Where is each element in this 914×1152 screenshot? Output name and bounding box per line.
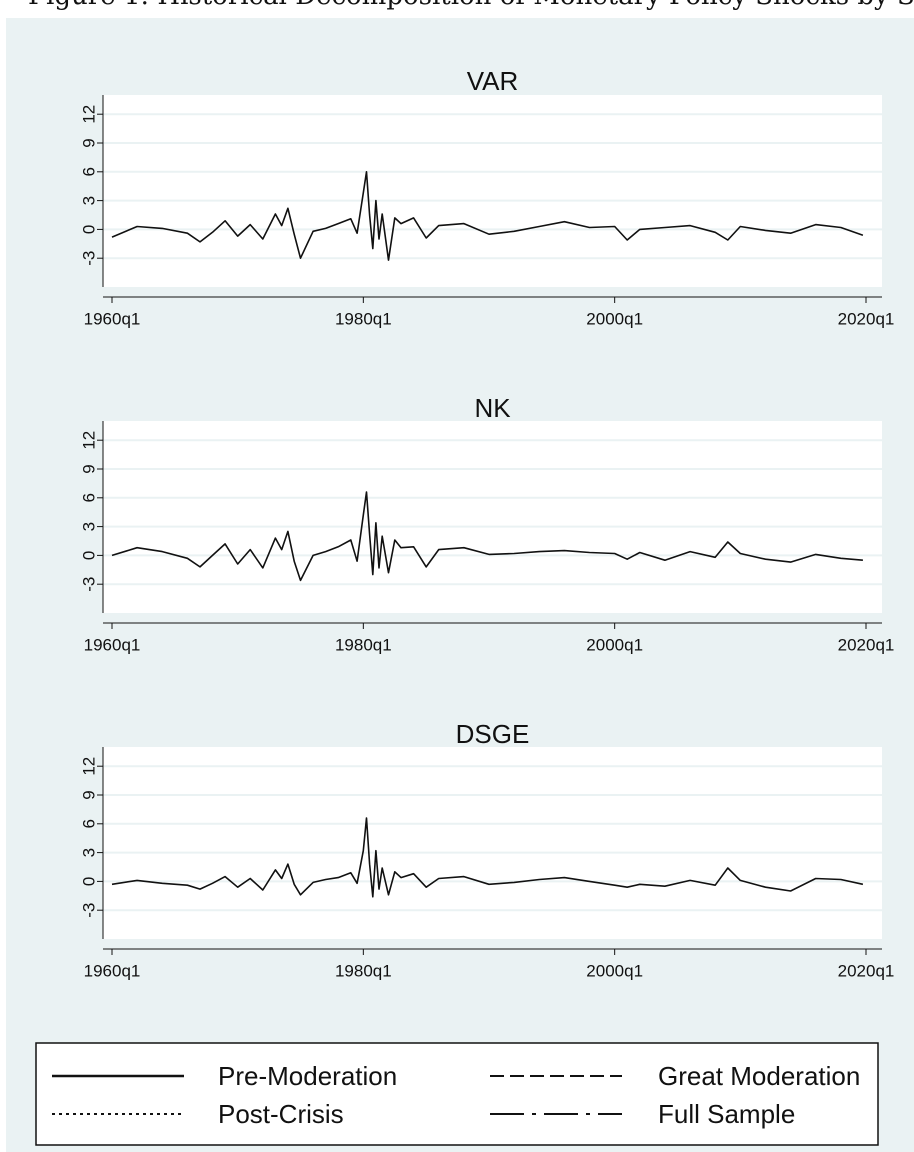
x-tick-label-dsge: 2020q1 bbox=[838, 962, 895, 981]
x-tick-label-nk: 1980q1 bbox=[335, 636, 392, 655]
y-tick-label-nk: 6 bbox=[80, 493, 99, 502]
x-tick-label-var: 2000q1 bbox=[586, 310, 643, 329]
legend-label-post-crisis: Post-Crisis bbox=[218, 1099, 344, 1129]
y-tick-label-dsge: -3 bbox=[80, 903, 99, 918]
plot-area-nk bbox=[103, 421, 882, 613]
y-tick-label-nk: 0 bbox=[80, 551, 99, 560]
x-tick-label-dsge: 2000q1 bbox=[586, 962, 643, 981]
chart-title-dsge: DSGE bbox=[456, 719, 530, 749]
chart-title-nk: NK bbox=[474, 393, 511, 423]
figure-caption: Figure 1: Historical Decomposition of Mo… bbox=[28, 0, 914, 11]
chart-panel-nk: -3 0 3 6 9 12 1960q1 1980q1 2000q1 2020q1 NK bbox=[80, 393, 895, 655]
y-tick-label-dsge: 0 bbox=[80, 877, 99, 886]
series-line-dsge-0 bbox=[111, 817, 864, 898]
caption-strip: Figure 1: Historical Decomposition of Mo… bbox=[0, 0, 914, 18]
legend-label-pre-moderation: Pre-Moderation bbox=[218, 1061, 397, 1091]
x-tick-label-nk: 2020q1 bbox=[838, 636, 895, 655]
y-tick-label-nk: -3 bbox=[80, 577, 99, 592]
legend-label-great-moderation: Great Moderation bbox=[658, 1061, 860, 1091]
legend: Pre-Moderation Great Moderation Post-Crisi… bbox=[35, 1042, 879, 1146]
series-line-var-0 bbox=[111, 171, 864, 261]
plot-area-var bbox=[103, 95, 882, 287]
y-tick-label-dsge: 3 bbox=[80, 848, 99, 857]
y-tick-label-var: 9 bbox=[80, 138, 99, 147]
series-line-nk-0 bbox=[111, 491, 863, 582]
y-tick-label-nk: 3 bbox=[80, 522, 99, 531]
chart-panel-dsge: -3 0 3 6 9 12 1960q1 1980q1 2000q1 2020q1 DSGE bbox=[80, 719, 895, 981]
x-tick-label-var: 1960q1 bbox=[84, 310, 141, 329]
y-tick-label-var: -3 bbox=[80, 251, 99, 266]
chart-panel-var: -3 0 3 6 9 12 1960q1 1980q1 2000q1 2020q1 VAR bbox=[80, 66, 895, 329]
y-tick-label-var: 3 bbox=[80, 196, 99, 205]
y-tick-label-var: 6 bbox=[80, 167, 99, 176]
x-tick-label-nk: 2000q1 bbox=[586, 636, 643, 655]
y-tick-label-nk: 12 bbox=[80, 431, 99, 450]
y-tick-label-dsge: 6 bbox=[80, 819, 99, 828]
y-tick-label-var: 12 bbox=[80, 105, 99, 124]
y-tick-label-dsge: 9 bbox=[80, 790, 99, 799]
chart-title-var: VAR bbox=[467, 66, 519, 96]
y-tick-label-nk: 9 bbox=[80, 464, 99, 473]
legend-label-full-sample: Full Sample bbox=[658, 1099, 795, 1129]
x-tick-label-nk: 1960q1 bbox=[84, 636, 141, 655]
y-tick-label-dsge: 12 bbox=[80, 757, 99, 776]
y-tick-label-var: 0 bbox=[80, 225, 99, 234]
legend-box bbox=[35, 1042, 879, 1146]
x-tick-label-var: 1980q1 bbox=[335, 310, 392, 329]
plot-area-dsge bbox=[103, 747, 882, 939]
x-tick-label-dsge: 1980q1 bbox=[335, 962, 392, 981]
x-tick-label-dsge: 1960q1 bbox=[84, 962, 141, 981]
x-tick-label-var: 2020q1 bbox=[838, 310, 895, 329]
